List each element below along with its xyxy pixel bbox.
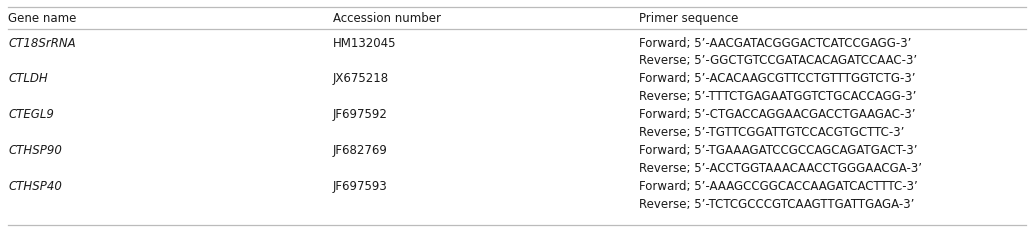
Text: Accession number: Accession number	[333, 12, 440, 24]
Text: Gene name: Gene name	[8, 12, 77, 24]
Text: HM132045: HM132045	[333, 36, 396, 49]
Text: CTEGL9: CTEGL9	[8, 108, 54, 121]
Text: JF697593: JF697593	[333, 180, 388, 193]
Text: Reverse; 5’-TCTCGCCCGTCAAGTTGATTGAGA-3’: Reverse; 5’-TCTCGCCCGTCAAGTTGATTGAGA-3’	[639, 197, 914, 210]
Text: Reverse; 5’-GGCTGTCCGATACACAGATCCAAC-3’: Reverse; 5’-GGCTGTCCGATACACAGATCCAAC-3’	[639, 54, 917, 67]
Text: Primer sequence: Primer sequence	[639, 12, 738, 24]
Text: Forward; 5’-AACGATACGGGACTCATCCGAGG-3’: Forward; 5’-AACGATACGGGACTCATCCGAGG-3’	[639, 36, 911, 49]
Text: Forward; 5’-CTGACCAGGAACGACCTGAAGAC-3’: Forward; 5’-CTGACCAGGAACGACCTGAAGAC-3’	[639, 108, 915, 121]
Text: CTHSP40: CTHSP40	[8, 180, 62, 193]
Text: Forward; 5’-AAAGCCGGCACCAAGATCACTTTC-3’: Forward; 5’-AAAGCCGGCACCAAGATCACTTTC-3’	[639, 180, 918, 193]
Text: CTLDH: CTLDH	[8, 72, 48, 85]
Text: Reverse; 5’-ACCTGGTAAACAACCTGGGAACGA-3’: Reverse; 5’-ACCTGGTAAACAACCTGGGAACGA-3’	[639, 161, 922, 174]
Text: JX675218: JX675218	[333, 72, 389, 85]
Text: Reverse; 5’-TGTTCGGATTGTCCACGTGCTTC-3’: Reverse; 5’-TGTTCGGATTGTCCACGTGCTTC-3’	[639, 125, 905, 138]
Text: JF697592: JF697592	[333, 108, 388, 121]
Text: Forward; 5’-TGAAAGATCCGCCAGCAGATGACT-3’: Forward; 5’-TGAAAGATCCGCCAGCAGATGACT-3’	[639, 144, 917, 157]
Text: CT18SrRNA: CT18SrRNA	[8, 36, 75, 49]
Text: Reverse; 5’-TTTCTGAGAATGGTCTGCACCAGG-3’: Reverse; 5’-TTTCTGAGAATGGTCTGCACCAGG-3’	[639, 90, 916, 103]
Text: JF682769: JF682769	[333, 144, 388, 157]
Text: Forward; 5’-ACACAAGCGTTCCTGTTTGGTCTG-3’: Forward; 5’-ACACAAGCGTTCCTGTTTGGTCTG-3’	[639, 72, 915, 85]
Text: CTHSP90: CTHSP90	[8, 144, 62, 157]
